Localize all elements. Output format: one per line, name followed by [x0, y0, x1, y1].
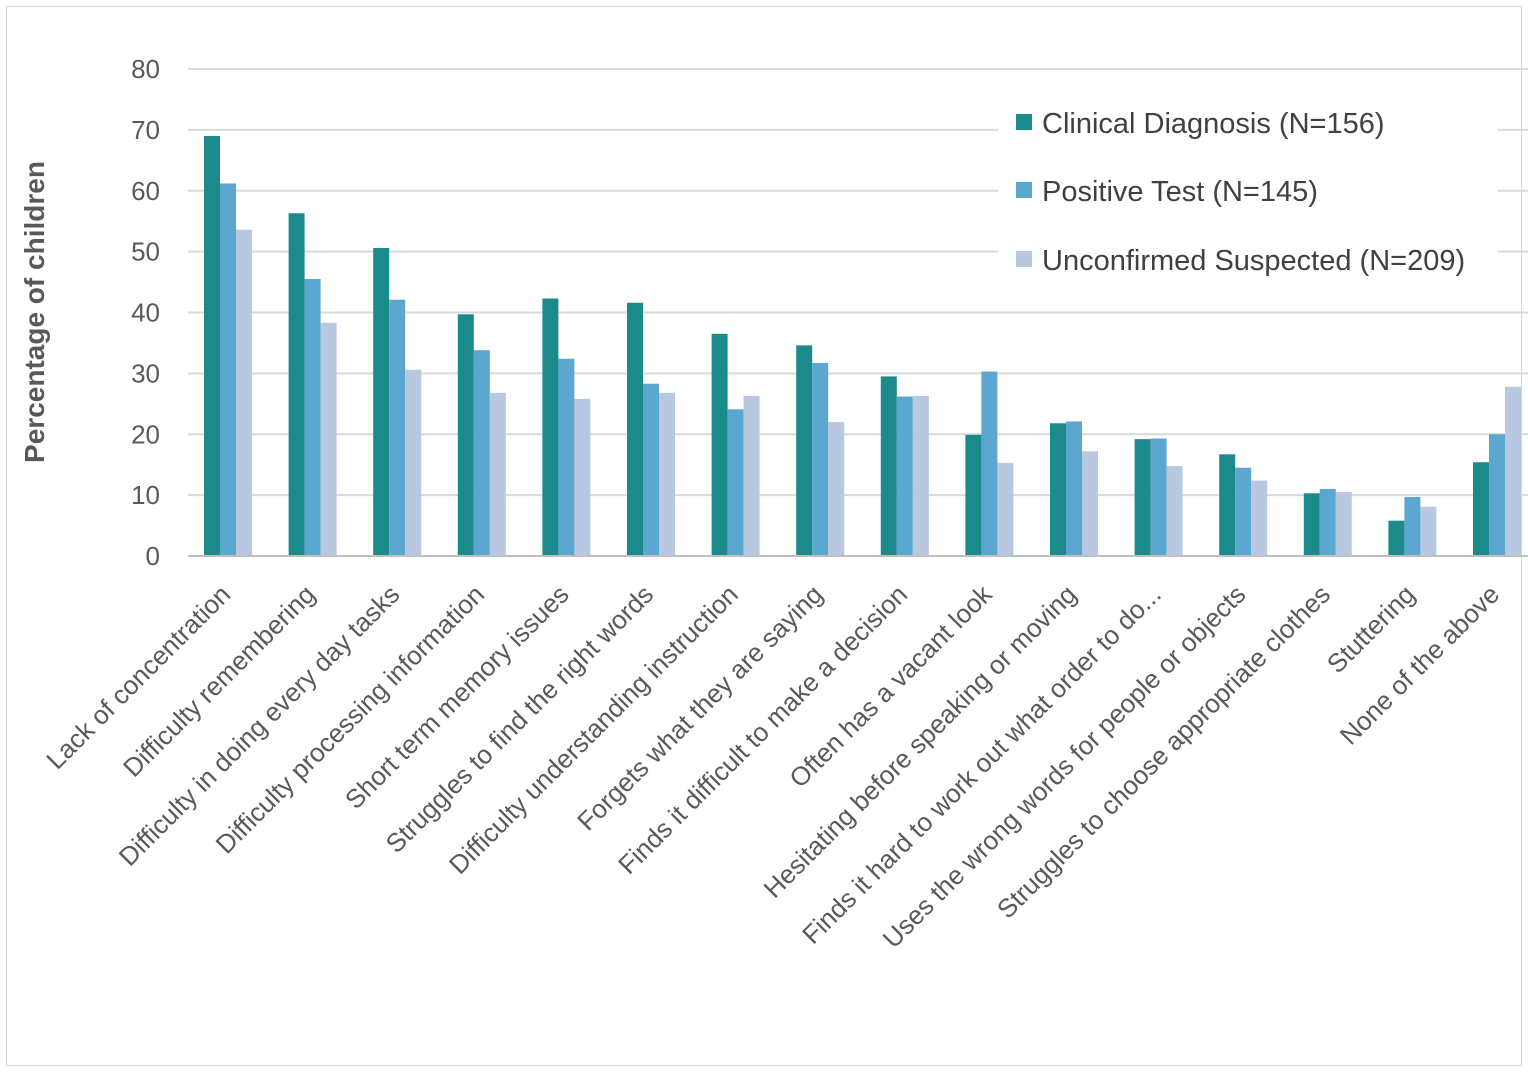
bar — [389, 299, 406, 556]
bar — [1404, 496, 1421, 556]
bar — [1082, 451, 1098, 556]
y-tick-label: 70 — [131, 115, 160, 145]
bar — [1235, 467, 1252, 556]
bar — [489, 392, 506, 556]
y-tick-label: 10 — [131, 480, 160, 510]
bar — [1303, 493, 1320, 556]
bar — [1219, 454, 1236, 556]
y-tick-label: 80 — [131, 54, 160, 84]
y-tick-label: 50 — [131, 237, 160, 267]
bar — [981, 371, 998, 556]
bar — [320, 322, 337, 556]
bar — [1505, 386, 1521, 556]
bar — [880, 376, 897, 556]
y-tick-label: 0 — [146, 541, 160, 571]
bar — [1134, 439, 1151, 556]
legend-swatch — [1016, 114, 1032, 130]
bar — [711, 333, 728, 556]
y-tick-label: 40 — [131, 298, 160, 328]
bar — [1251, 480, 1268, 556]
bar — [912, 395, 929, 556]
bar — [1066, 421, 1082, 556]
y-tick-label: 30 — [131, 358, 160, 388]
legend: Clinical Diagnosis (N=156) Positive Test … — [998, 92, 1498, 284]
bar — [236, 229, 252, 556]
bar — [828, 422, 845, 556]
legend-swatch — [1016, 182, 1032, 198]
legend-label: Clinical Diagnosis (N=156) — [1042, 108, 1385, 140]
bar — [1166, 465, 1183, 556]
bar — [659, 392, 675, 556]
bar — [542, 298, 559, 556]
bar — [304, 279, 321, 556]
bar — [288, 213, 305, 556]
bar — [1150, 438, 1167, 556]
bar — [473, 350, 490, 556]
bar — [204, 135, 220, 556]
bar — [796, 345, 813, 556]
x-tick-label: Hesitating before speaking or moving — [758, 579, 1083, 904]
bars — [204, 135, 1521, 556]
bar — [1319, 489, 1336, 556]
bar — [743, 395, 760, 556]
bar — [643, 383, 659, 556]
bar — [1388, 520, 1405, 556]
x-tick-label: None of the above — [1334, 579, 1505, 750]
bar — [373, 247, 390, 556]
y-axis-label: Percentage of children — [19, 161, 50, 463]
bar — [965, 434, 982, 556]
bar — [220, 183, 236, 556]
bar — [727, 409, 744, 556]
y-tick-label: 20 — [131, 419, 160, 449]
legend-background — [998, 92, 1498, 284]
bar — [574, 398, 591, 556]
bar — [627, 302, 643, 556]
y-axis-ticks: 0 10 20 30 40 50 60 70 80 — [131, 54, 160, 571]
bar — [1489, 434, 1505, 556]
bar — [457, 314, 474, 556]
bar — [558, 358, 575, 556]
legend-label: Positive Test (N=145) — [1042, 176, 1318, 208]
bar — [997, 462, 1014, 556]
bar — [1050, 423, 1066, 556]
bar — [1420, 506, 1437, 556]
bar — [812, 363, 829, 556]
legend-label: Unconfirmed Suspected (N=209) — [1042, 245, 1465, 277]
bar — [405, 369, 422, 556]
bar — [1335, 492, 1352, 556]
legend-swatch — [1016, 251, 1032, 267]
bar — [1473, 462, 1489, 556]
bar — [896, 396, 913, 556]
y-tick-label: 60 — [131, 176, 160, 206]
